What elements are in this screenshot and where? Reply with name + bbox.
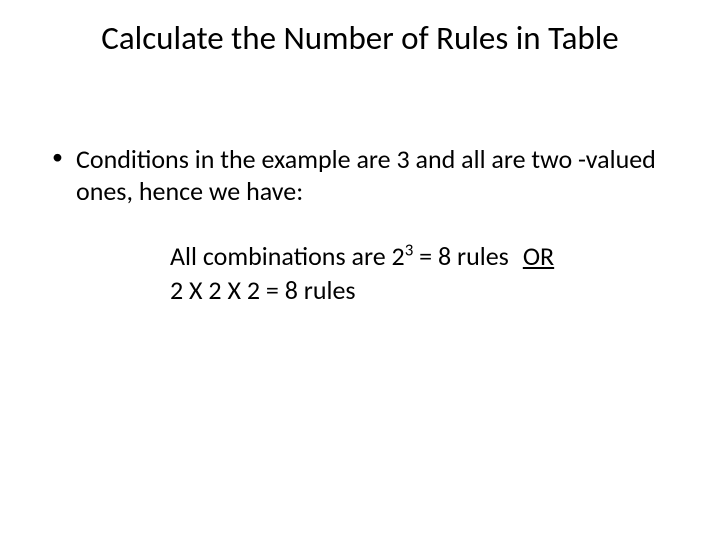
slide: Calculate the Number of Rules in Table C… [0,0,720,540]
line1-exponent: 3 [405,239,414,260]
multiplication-line: 2 X 2 X 2 = 8 rules [170,274,670,308]
line1-prefix: All combinations are 2 [170,240,405,272]
slide-title: Calculate the Number of Rules in Table [0,18,720,58]
combinations-line: All combinations are 23 = 8 rules OR [170,240,670,274]
slide-body: Conditions in the example are 3 and all … [48,144,678,207]
line1-suffix: = 8 rules [413,240,509,272]
sub-block: All combinations are 23 = 8 rules OR 2 X … [170,240,670,308]
bullet-item-1: Conditions in the example are 3 and all … [48,144,678,207]
bullet-list: Conditions in the example are 3 and all … [48,144,678,207]
or-text: OR [523,240,554,272]
